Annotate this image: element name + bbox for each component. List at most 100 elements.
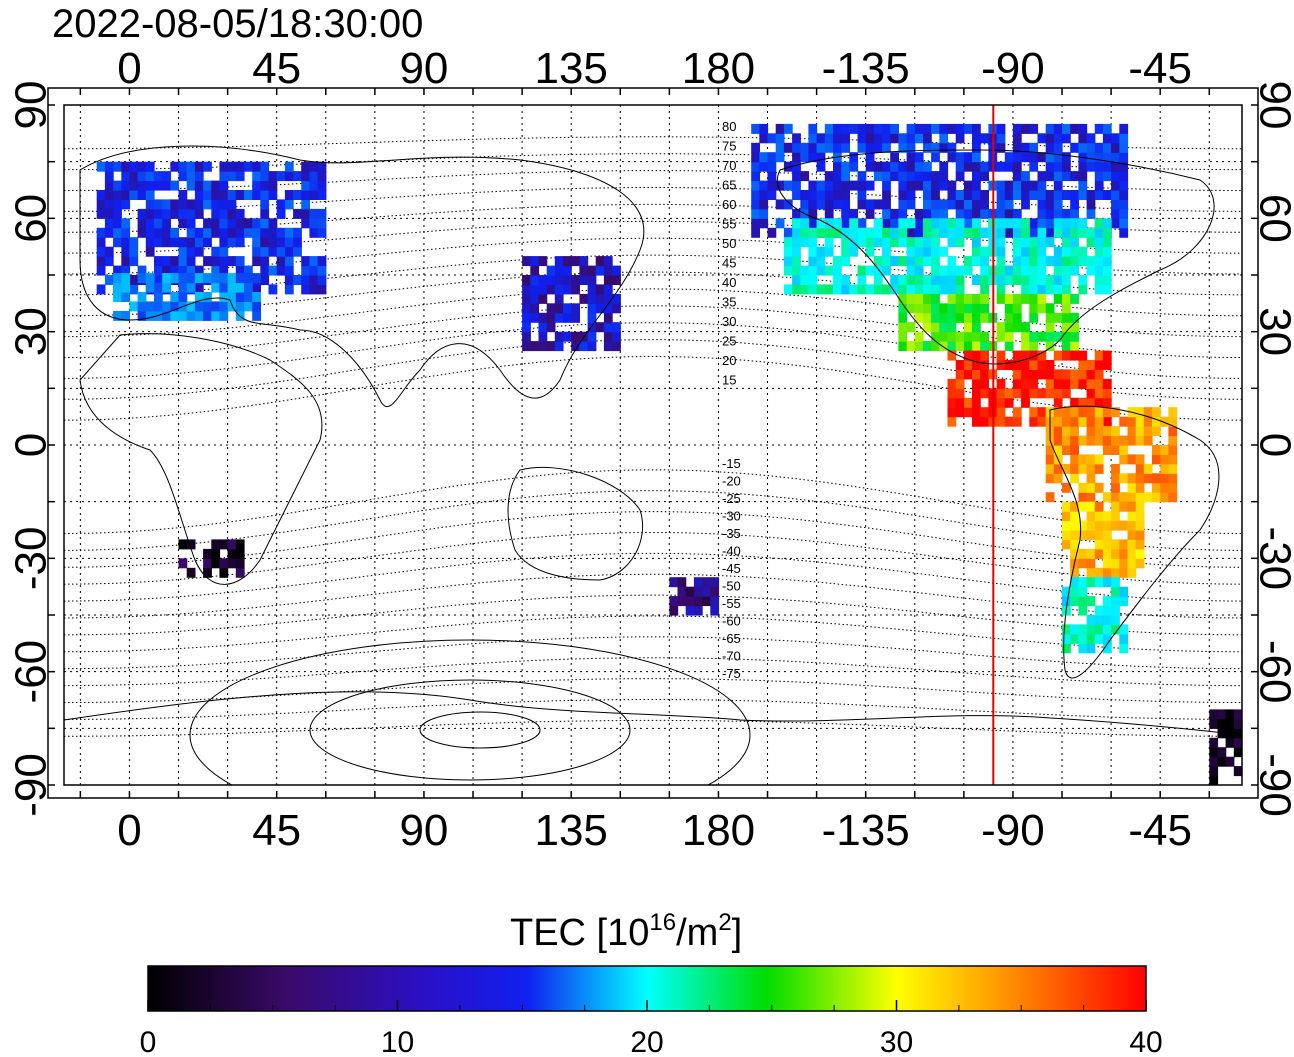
tec-cell <box>309 284 319 295</box>
magnetic-contour <box>64 511 1242 568</box>
tec-cell <box>530 293 540 304</box>
tec-cell <box>849 180 859 191</box>
tec-cell <box>1135 501 1145 512</box>
tec-cell <box>113 237 122 248</box>
tec-cell <box>833 190 842 200</box>
tec-cell <box>947 123 957 134</box>
tec-cell <box>154 301 163 312</box>
tec-cell <box>145 237 155 248</box>
tec-cell <box>563 265 572 276</box>
tec-cell <box>1021 341 1030 352</box>
tec-cell <box>1070 246 1079 257</box>
tec-cell <box>849 123 859 134</box>
tec-cell <box>1160 445 1169 455</box>
tec-cell <box>1012 227 1022 238</box>
tec-cell <box>1168 445 1178 455</box>
tec-cell <box>1094 265 1104 276</box>
tec-cell <box>1127 435 1137 446</box>
tec-cell <box>955 123 965 134</box>
tec-cell <box>203 218 212 229</box>
tec-cell <box>137 273 147 284</box>
tec-cell <box>931 293 940 304</box>
tec-cell <box>1037 369 1047 380</box>
tec-cell <box>800 190 810 200</box>
tec-cell <box>1078 123 1088 134</box>
tec-cell <box>1086 530 1096 540</box>
tec-cell <box>914 275 924 285</box>
tec-cell <box>800 265 810 276</box>
tec-cell <box>955 388 965 399</box>
colorbar-tick-label: 0 <box>140 1026 157 1057</box>
tec-cell <box>1029 161 1039 172</box>
tec-cell <box>1111 586 1120 597</box>
tec-cell <box>1070 208 1079 219</box>
tec-cell <box>603 256 613 267</box>
tec-cell <box>1021 142 1030 153</box>
tec-cell <box>873 218 883 229</box>
tec-cell <box>1012 416 1022 427</box>
tec-cell <box>833 171 842 182</box>
tec-cell <box>1119 520 1129 531</box>
tec-cell <box>1062 303 1071 314</box>
tec-cell <box>211 180 221 191</box>
tec-cell <box>1119 586 1129 597</box>
tec-cell <box>563 275 572 285</box>
tec-cell <box>1127 416 1137 427</box>
tec-cell <box>1053 246 1063 257</box>
tec-cell <box>554 256 564 267</box>
tec-cell <box>792 284 801 295</box>
tec-cell <box>1070 567 1079 578</box>
tec-cell <box>963 350 973 361</box>
tec-cell <box>1111 218 1120 229</box>
tec-cell <box>1029 350 1039 361</box>
tec-cell <box>235 237 245 248</box>
tec-cell <box>252 256 261 267</box>
tec-cell <box>603 322 613 333</box>
tec-cell <box>775 123 785 134</box>
tec-cell <box>898 275 908 285</box>
tec-cell <box>1094 407 1104 418</box>
tec-cell <box>1053 388 1063 399</box>
tec-cell <box>996 190 1006 200</box>
tec-cell <box>1102 511 1112 522</box>
tec-cell <box>808 275 818 285</box>
tec-cell <box>113 180 122 191</box>
tec-cell <box>317 275 327 285</box>
tec-cell <box>841 180 850 191</box>
tec-cell <box>121 227 131 238</box>
tec-cell <box>865 284 875 295</box>
tec-cell <box>1102 350 1112 361</box>
tec-cell <box>219 256 229 267</box>
tec-cell <box>1070 218 1079 229</box>
tec-cell <box>1012 303 1022 314</box>
tec-cell <box>783 227 793 238</box>
tec-cell <box>293 246 302 257</box>
tec-cell <box>538 331 548 342</box>
tec-cell <box>1102 426 1112 437</box>
tec-cell <box>996 293 1006 304</box>
tec-cell <box>906 152 916 163</box>
tec-cell <box>783 284 793 295</box>
y-tick-label: 0 <box>7 433 56 457</box>
tec-cell <box>1029 123 1039 134</box>
tec-cell <box>1070 445 1079 455</box>
tec-cell <box>522 331 531 342</box>
tec-cell <box>1062 530 1071 540</box>
tec-cell <box>996 275 1006 285</box>
tec-cell <box>816 180 826 191</box>
tec-cell <box>1004 218 1014 229</box>
tec-cell <box>906 180 916 191</box>
tec-cell <box>1102 407 1112 418</box>
tec-cell <box>1045 463 1055 474</box>
tec-cell <box>1070 369 1079 380</box>
tec-cell <box>1062 350 1071 361</box>
tec-cell <box>1168 463 1178 474</box>
tec-cell <box>1045 142 1055 153</box>
tec-cell <box>1012 133 1022 144</box>
tec-cell <box>1111 596 1120 607</box>
tec-cell <box>955 284 965 295</box>
tec-cell <box>1102 237 1112 248</box>
tec-cell <box>947 152 957 163</box>
tec-cell <box>1029 341 1039 352</box>
tec-cell <box>800 199 810 210</box>
